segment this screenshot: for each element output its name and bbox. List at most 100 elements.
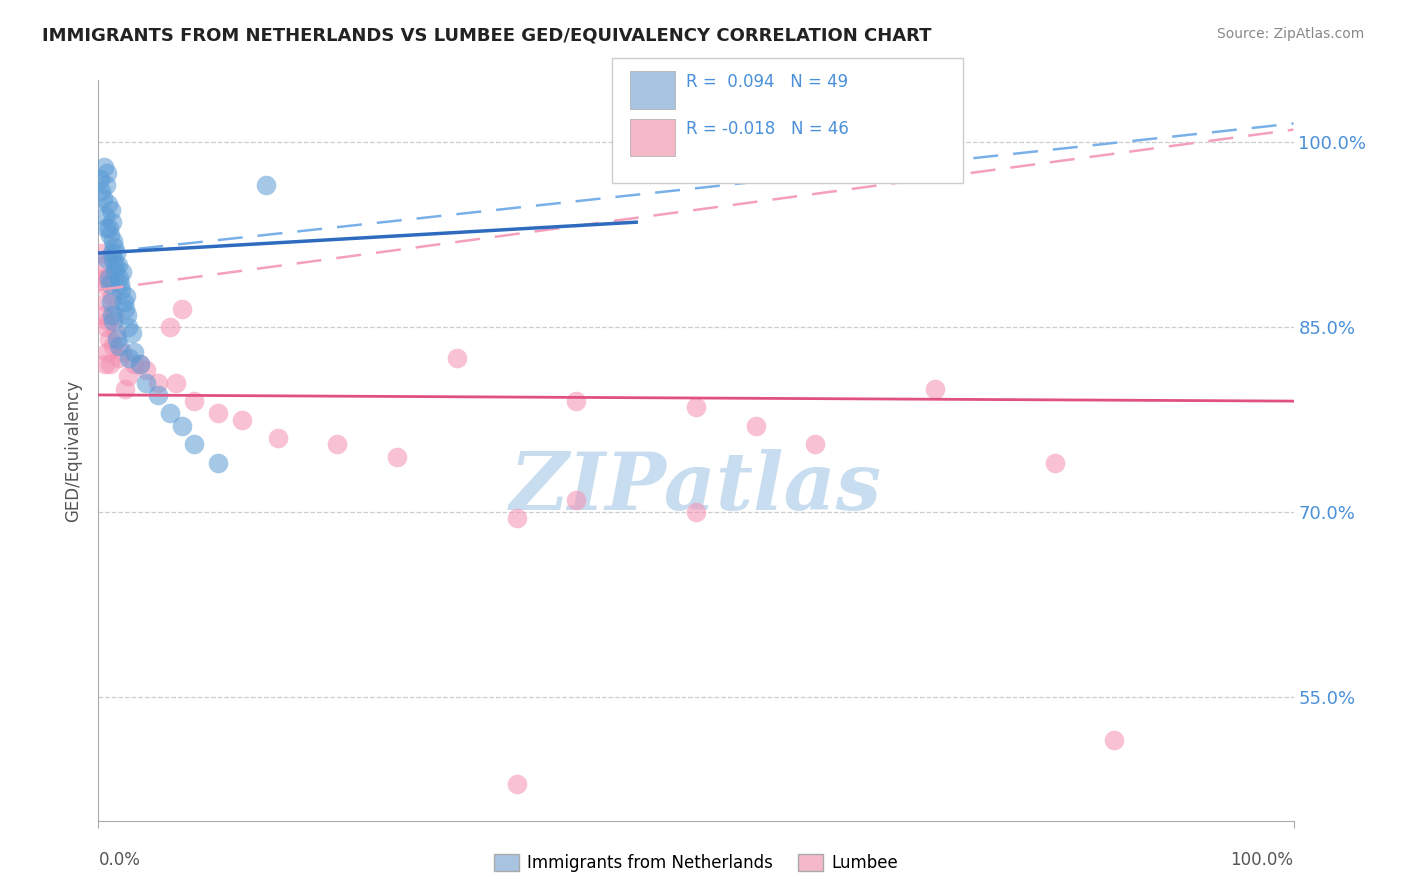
Point bbox=[103, 234, 125, 248]
Point bbox=[159, 406, 181, 420]
Point bbox=[94, 221, 117, 235]
Point bbox=[172, 418, 194, 433]
Point bbox=[129, 357, 152, 371]
Point bbox=[129, 357, 152, 371]
Point bbox=[685, 401, 707, 415]
Point bbox=[135, 376, 157, 390]
Point bbox=[91, 277, 114, 291]
Point bbox=[96, 166, 118, 180]
Legend: Immigrants from Netherlands, Lumbee: Immigrants from Netherlands, Lumbee bbox=[486, 847, 905, 879]
Point bbox=[114, 382, 136, 396]
Point bbox=[101, 338, 124, 352]
Point bbox=[207, 406, 229, 420]
Point bbox=[506, 776, 529, 791]
Point bbox=[98, 227, 122, 242]
Point bbox=[207, 456, 229, 470]
Point bbox=[148, 388, 170, 402]
Point bbox=[105, 326, 128, 341]
Point bbox=[165, 376, 187, 390]
Point bbox=[108, 277, 131, 291]
Point bbox=[117, 369, 139, 384]
Point bbox=[118, 351, 141, 365]
Point bbox=[110, 283, 132, 297]
Point bbox=[267, 431, 290, 445]
Point bbox=[103, 240, 125, 254]
Point bbox=[506, 511, 529, 525]
Point bbox=[115, 308, 138, 322]
Point bbox=[101, 308, 124, 322]
Point bbox=[115, 289, 138, 303]
Text: 100.0%: 100.0% bbox=[1230, 852, 1294, 870]
Point bbox=[98, 357, 122, 371]
Point bbox=[94, 357, 117, 371]
Point bbox=[105, 332, 128, 346]
Point bbox=[804, 437, 827, 451]
Point bbox=[172, 301, 194, 316]
Point bbox=[96, 344, 118, 359]
Point bbox=[117, 320, 139, 334]
Point bbox=[924, 382, 946, 396]
Point bbox=[93, 259, 115, 273]
Text: R =  0.094   N = 49: R = 0.094 N = 49 bbox=[686, 73, 848, 91]
Point bbox=[98, 332, 121, 346]
Point bbox=[111, 264, 134, 278]
Point bbox=[91, 308, 114, 322]
Point bbox=[103, 314, 125, 328]
Point bbox=[183, 394, 205, 409]
Point bbox=[90, 246, 112, 260]
Point bbox=[103, 308, 125, 322]
Point bbox=[101, 252, 124, 267]
Point bbox=[100, 289, 122, 303]
Point bbox=[326, 437, 349, 451]
Point bbox=[114, 301, 136, 316]
Point bbox=[124, 357, 146, 371]
Point bbox=[96, 252, 118, 267]
Point bbox=[89, 172, 111, 186]
Point bbox=[105, 246, 128, 260]
Text: ZIPatlas: ZIPatlas bbox=[510, 449, 882, 526]
Point bbox=[91, 270, 114, 285]
Point bbox=[94, 320, 117, 334]
Text: 0.0%: 0.0% bbox=[98, 852, 141, 870]
Point bbox=[107, 270, 129, 285]
Point bbox=[94, 209, 117, 223]
Point bbox=[685, 505, 707, 519]
Point bbox=[1104, 733, 1126, 747]
Point bbox=[100, 202, 122, 217]
Point bbox=[124, 344, 146, 359]
Point bbox=[745, 418, 768, 433]
Point bbox=[148, 376, 170, 390]
Point bbox=[135, 363, 157, 377]
Point bbox=[97, 270, 120, 285]
Point bbox=[91, 190, 114, 204]
Point bbox=[96, 178, 118, 193]
Point bbox=[107, 351, 129, 365]
Text: R = -0.018   N = 46: R = -0.018 N = 46 bbox=[686, 120, 849, 138]
Y-axis label: GED/Equivalency: GED/Equivalency bbox=[65, 379, 83, 522]
Point bbox=[96, 295, 118, 310]
Point bbox=[183, 437, 205, 451]
Point bbox=[112, 295, 135, 310]
Point bbox=[96, 270, 118, 285]
Point bbox=[98, 221, 121, 235]
Point bbox=[159, 320, 181, 334]
Point bbox=[231, 412, 253, 426]
Point bbox=[385, 450, 409, 464]
Point bbox=[97, 314, 120, 328]
Text: IMMIGRANTS FROM NETHERLANDS VS LUMBEE GED/EQUIVALENCY CORRELATION CHART: IMMIGRANTS FROM NETHERLANDS VS LUMBEE GE… bbox=[42, 27, 932, 45]
Point bbox=[100, 295, 122, 310]
Point bbox=[121, 326, 143, 341]
Point bbox=[101, 215, 124, 229]
Point bbox=[111, 344, 134, 359]
Point bbox=[108, 338, 131, 352]
Point bbox=[107, 259, 129, 273]
Point bbox=[565, 394, 588, 409]
Point bbox=[254, 178, 277, 193]
Point bbox=[1043, 456, 1066, 470]
Point bbox=[446, 351, 468, 365]
Text: Source: ZipAtlas.com: Source: ZipAtlas.com bbox=[1216, 27, 1364, 41]
Point bbox=[93, 160, 115, 174]
Point bbox=[90, 185, 112, 199]
Point bbox=[103, 259, 125, 273]
Point bbox=[100, 246, 122, 260]
